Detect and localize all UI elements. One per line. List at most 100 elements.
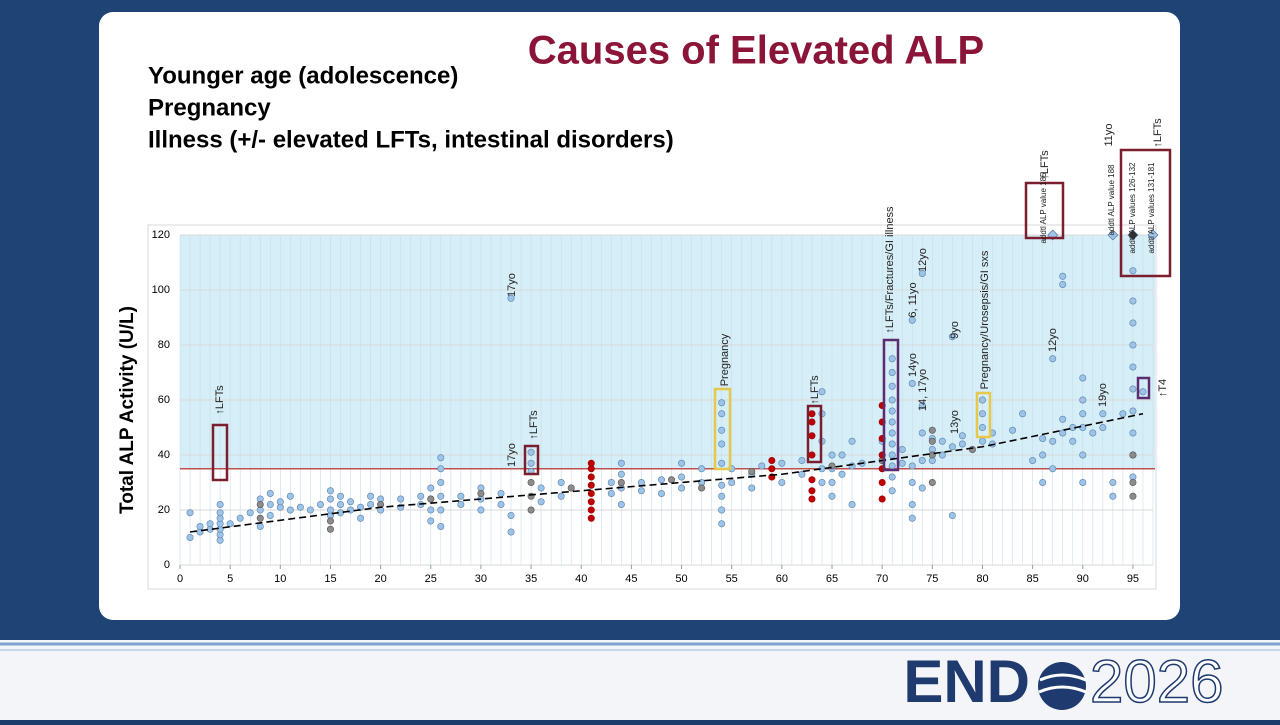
point xyxy=(1129,451,1137,459)
point xyxy=(888,429,896,437)
point xyxy=(1089,429,1097,437)
point xyxy=(196,522,204,530)
point xyxy=(286,492,294,500)
annotation: 9yo xyxy=(949,321,961,339)
point xyxy=(1079,396,1087,404)
point xyxy=(968,445,976,453)
point xyxy=(978,396,986,404)
point xyxy=(888,451,896,459)
x-tick-label: 0 xyxy=(177,573,183,585)
point xyxy=(818,478,826,486)
point xyxy=(637,487,645,495)
point xyxy=(1079,451,1087,459)
annotation: 11yo xyxy=(1103,123,1115,146)
annotation: addtl ALP values 126-132 xyxy=(1128,162,1137,254)
point xyxy=(186,533,194,541)
point xyxy=(216,500,224,508)
point xyxy=(1049,437,1057,445)
bullet: Pregnancy xyxy=(148,94,271,121)
shaded-region xyxy=(180,235,1155,469)
diamond-point xyxy=(1147,229,1159,241)
x-tick-label: 10 xyxy=(274,573,286,585)
point xyxy=(1029,456,1037,464)
point xyxy=(678,484,686,492)
point xyxy=(1039,434,1047,442)
point xyxy=(748,467,756,475)
point xyxy=(256,514,264,522)
point xyxy=(978,437,986,445)
annotation: ↑LFTs xyxy=(1039,150,1051,180)
point xyxy=(908,462,916,470)
point xyxy=(347,498,355,506)
point xyxy=(326,506,334,514)
logo-globe-lines xyxy=(1038,673,1087,694)
point xyxy=(888,407,896,415)
point xyxy=(527,506,535,514)
y-tick-label: 0 xyxy=(164,559,170,571)
point xyxy=(808,410,816,418)
point xyxy=(437,465,445,473)
point xyxy=(928,437,936,445)
point xyxy=(828,451,836,459)
annotation: 12yo xyxy=(917,248,929,272)
y-tick-label: 100 xyxy=(152,284,170,296)
point xyxy=(276,498,284,506)
highlight-box xyxy=(523,444,540,476)
annotation: 13yo xyxy=(949,410,961,434)
point xyxy=(1129,492,1137,500)
point xyxy=(357,514,365,522)
point xyxy=(587,473,595,481)
point xyxy=(1059,429,1067,437)
point xyxy=(908,478,916,486)
point xyxy=(326,495,334,503)
highlight-box xyxy=(1119,148,1172,278)
point xyxy=(457,492,465,500)
annotation: ↑LFTs xyxy=(1152,118,1164,148)
point xyxy=(718,459,726,467)
point xyxy=(958,432,966,440)
point xyxy=(557,492,565,500)
point xyxy=(808,418,816,426)
point xyxy=(617,459,625,467)
point xyxy=(587,506,595,514)
point xyxy=(266,489,274,497)
y-tick-label: 40 xyxy=(158,449,170,461)
annotation: ↑LFTs xyxy=(528,410,540,440)
point xyxy=(477,489,485,497)
point xyxy=(617,500,625,508)
point xyxy=(778,478,786,486)
point xyxy=(587,489,595,497)
point xyxy=(417,492,425,500)
point xyxy=(457,500,465,508)
point xyxy=(808,487,816,495)
point xyxy=(427,506,435,514)
point xyxy=(888,368,896,376)
point xyxy=(748,484,756,492)
point xyxy=(617,478,625,486)
point xyxy=(1099,410,1107,418)
point xyxy=(838,451,846,459)
point xyxy=(918,484,926,492)
x-tick-label: 35 xyxy=(525,573,537,585)
point xyxy=(798,470,806,478)
point xyxy=(437,506,445,514)
point xyxy=(427,495,435,503)
point xyxy=(698,484,706,492)
highlight-box xyxy=(713,387,732,471)
point xyxy=(527,459,535,467)
point xyxy=(888,418,896,426)
point xyxy=(1129,385,1137,393)
point xyxy=(808,476,816,484)
highlight-box xyxy=(806,404,823,464)
bullet: Illness (+/- elevated LFTs, intestinal d… xyxy=(148,126,674,153)
point xyxy=(848,500,856,508)
y-tick-label: 20 xyxy=(158,504,170,516)
point xyxy=(1129,267,1137,275)
point xyxy=(928,478,936,486)
y-tick-label: 60 xyxy=(158,394,170,406)
point xyxy=(878,478,886,486)
x-tick-label: 65 xyxy=(826,573,838,585)
point xyxy=(306,506,314,514)
point xyxy=(186,509,194,517)
point xyxy=(437,478,445,486)
